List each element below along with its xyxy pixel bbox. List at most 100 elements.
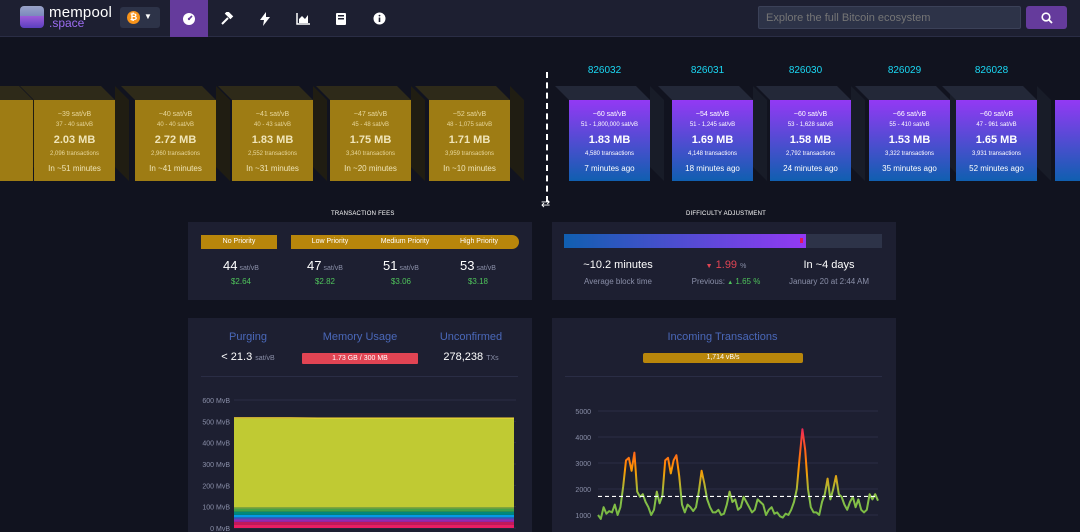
fee-number: 44 xyxy=(223,258,238,273)
incoming-tx-line xyxy=(597,428,879,520)
area-series xyxy=(234,511,514,515)
mined-block[interactable]: ~54 sat/vB 51 - 1,245 sat/vB 1.69 MB 4,148 … xyxy=(672,100,753,181)
fee-usd: $2.82 xyxy=(314,277,336,286)
mined-block-ago: 35 minutes ago xyxy=(882,164,937,173)
fee-label-no-priority: No Priority xyxy=(201,235,277,249)
block-height-link[interactable]: 826031 xyxy=(690,65,725,76)
mined-block-size: 1.83 MB xyxy=(588,134,631,146)
avg-block-time-label: Average block time xyxy=(584,277,652,286)
fee-usd: $2.64 xyxy=(230,277,252,286)
block-side-face xyxy=(216,86,230,181)
area-series xyxy=(234,514,514,518)
pending-block-fee-range: 40 - 40 sat/vB xyxy=(156,122,195,128)
mined-block-fee-median: ~66 sat/vB xyxy=(892,111,927,118)
block-top-face xyxy=(658,86,753,100)
block-top-face xyxy=(121,86,216,100)
pending-block[interactable]: ~52 sat/vB 48 - 1,075 sat/vB 1.71 MB 3,959 … xyxy=(429,100,510,181)
difficulty-progress-fill xyxy=(564,234,806,248)
mined-block-partial[interactable] xyxy=(1055,100,1080,181)
pending-block-size: 1.71 MB xyxy=(448,134,491,146)
fee-unit: sat/vB xyxy=(476,265,496,272)
info-icon xyxy=(373,12,385,25)
area-series xyxy=(234,519,514,522)
incoming-title: Incoming Transactions xyxy=(667,331,778,343)
memory-usage-label: Memory Usage xyxy=(322,331,398,343)
block-side-face xyxy=(851,86,865,181)
fee-number: 53 xyxy=(460,258,475,273)
mined-block[interactable]: ~60 sat/vB 47 - 961 sat/vB 1.65 MB 3,931 tr… xyxy=(956,100,1037,181)
nav-about[interactable] xyxy=(360,0,398,37)
fee-value: 51 sat/vB xyxy=(366,258,436,273)
mined-block-fee-median: ~60 sat/vB xyxy=(793,111,828,118)
swap-arrows-icon[interactable]: ⇄ xyxy=(541,198,551,210)
unconfirmed-value: 278,238 TXs xyxy=(426,351,516,363)
pending-block-size: 2.03 MB xyxy=(53,134,96,146)
mempool-logo-icon[interactable] xyxy=(20,6,44,28)
pending-block[interactable]: utes xyxy=(0,100,33,181)
y-tick-label: 600 MvB xyxy=(202,398,230,405)
mined-block[interactable]: ~60 sat/vB 51 - 1,800,000 sat/vB 1.83 MB 4,… xyxy=(569,100,650,181)
previous-up-arrow-icon: ▲ xyxy=(727,280,734,286)
y-tick-label: 5000 xyxy=(575,409,591,416)
bitcoin-icon: ₿ xyxy=(127,11,140,24)
y-tick-label: 100 MvB xyxy=(202,505,230,512)
next-retarget-eta: In ~4 days xyxy=(803,259,855,271)
difficulty-previous: Previous: ▲ 1.65 % xyxy=(672,277,780,286)
mined-block-fee-range: 47 - 961 sat/vB xyxy=(976,122,1017,128)
block-height-link[interactable]: 826029 xyxy=(887,65,922,76)
pending-block-txs: 3,959 transactions xyxy=(444,151,495,157)
incoming-rate-bar: 1,714 vB/s xyxy=(643,353,803,363)
fee-number: 47 xyxy=(307,258,322,273)
mined-block-size: 1.53 MB xyxy=(888,134,931,146)
mined-block-ago: 24 minutes ago xyxy=(783,164,838,173)
search-input[interactable] xyxy=(758,6,1021,29)
mined-block-txs: 3,931 transactions xyxy=(971,151,1022,157)
block-top-face xyxy=(555,86,650,100)
logo-subtext[interactable]: .space xyxy=(49,16,85,30)
fee-unit: sat/vB xyxy=(239,265,259,272)
block-height-link[interactable]: 826030 xyxy=(788,65,823,76)
difficulty-progress-bar xyxy=(564,234,882,248)
pending-block-size: 1.83 MB xyxy=(251,134,294,146)
mined-block-fee-median: ~60 sat/vB xyxy=(979,111,1014,118)
book-icon xyxy=(336,12,346,25)
difficulty-change: ▼ 1.99 % xyxy=(672,259,780,271)
block-height-link[interactable]: 826032 xyxy=(587,65,622,76)
pending-block-txs: 3,340 transactions xyxy=(345,151,396,157)
fee-number: 51 xyxy=(383,258,398,273)
nav-dashboard[interactable] xyxy=(170,0,208,37)
difficulty-title: DIFFICULTY ADJUSTMENT xyxy=(686,211,766,217)
fee-usd: $3.06 xyxy=(390,277,412,286)
block-top-face xyxy=(316,86,411,100)
fee-value: 44 sat/vB xyxy=(206,258,276,273)
nav-graphs[interactable] xyxy=(284,0,322,37)
mined-block[interactable]: ~66 sat/vB 55 - 410 sat/vB 1.53 MB 3,322 tr… xyxy=(869,100,950,181)
purging-label: Purging xyxy=(229,331,267,343)
y-tick-label: 3000 xyxy=(575,461,591,468)
logo-text[interactable]: mempool xyxy=(49,4,113,21)
pending-block[interactable]: ~39 sat/vB 37 - 40 sat/vB 2.03 MB 2,096 tra… xyxy=(34,100,115,181)
difficulty-change-unit: % xyxy=(740,263,747,270)
pending-block[interactable]: ~47 sat/vB 45 - 48 sat/vB 1.75 MB 3,340 tra… xyxy=(330,100,411,181)
y-tick-label: 300 MvB xyxy=(202,462,230,469)
previous-label: Previous: xyxy=(691,277,725,286)
network-selector[interactable]: ₿ ▼ xyxy=(120,7,160,28)
nav-mining[interactable] xyxy=(208,0,246,37)
search-icon xyxy=(1040,11,1053,24)
fee-label-medium: Medium Priority xyxy=(380,238,430,245)
mined-block-size: 1.69 MB xyxy=(691,134,734,146)
pending-block-size: 2.72 MB xyxy=(154,134,197,146)
pending-block-eta: In ~41 minutes xyxy=(149,164,202,173)
mined-block-fee-range: 51 - 1,800,000 sat/vB xyxy=(580,122,639,128)
nav-docs[interactable] xyxy=(322,0,360,37)
pending-block[interactable]: ~41 sat/vB 40 - 43 sat/vB 1.83 MB 2,552 tra… xyxy=(232,100,313,181)
mined-block[interactable]: ~60 sat/vB 53 - 1,628 sat/vB 1.58 MB 2,792 … xyxy=(770,100,851,181)
purging-value: < 21.3 sat/vB xyxy=(203,351,293,363)
nav-lightning[interactable] xyxy=(246,0,284,37)
incoming-divider xyxy=(565,376,882,377)
next-retarget-date: January 20 at 2:44 AM xyxy=(788,277,870,286)
block-height-link[interactable]: 826028 xyxy=(974,65,1009,76)
pending-block[interactable]: ~40 sat/vB 40 - 40 sat/vB 2.72 MB 2,960 tra… xyxy=(135,100,216,181)
search-button[interactable] xyxy=(1026,6,1067,29)
unconfirmed-unit: TXs xyxy=(486,355,499,362)
